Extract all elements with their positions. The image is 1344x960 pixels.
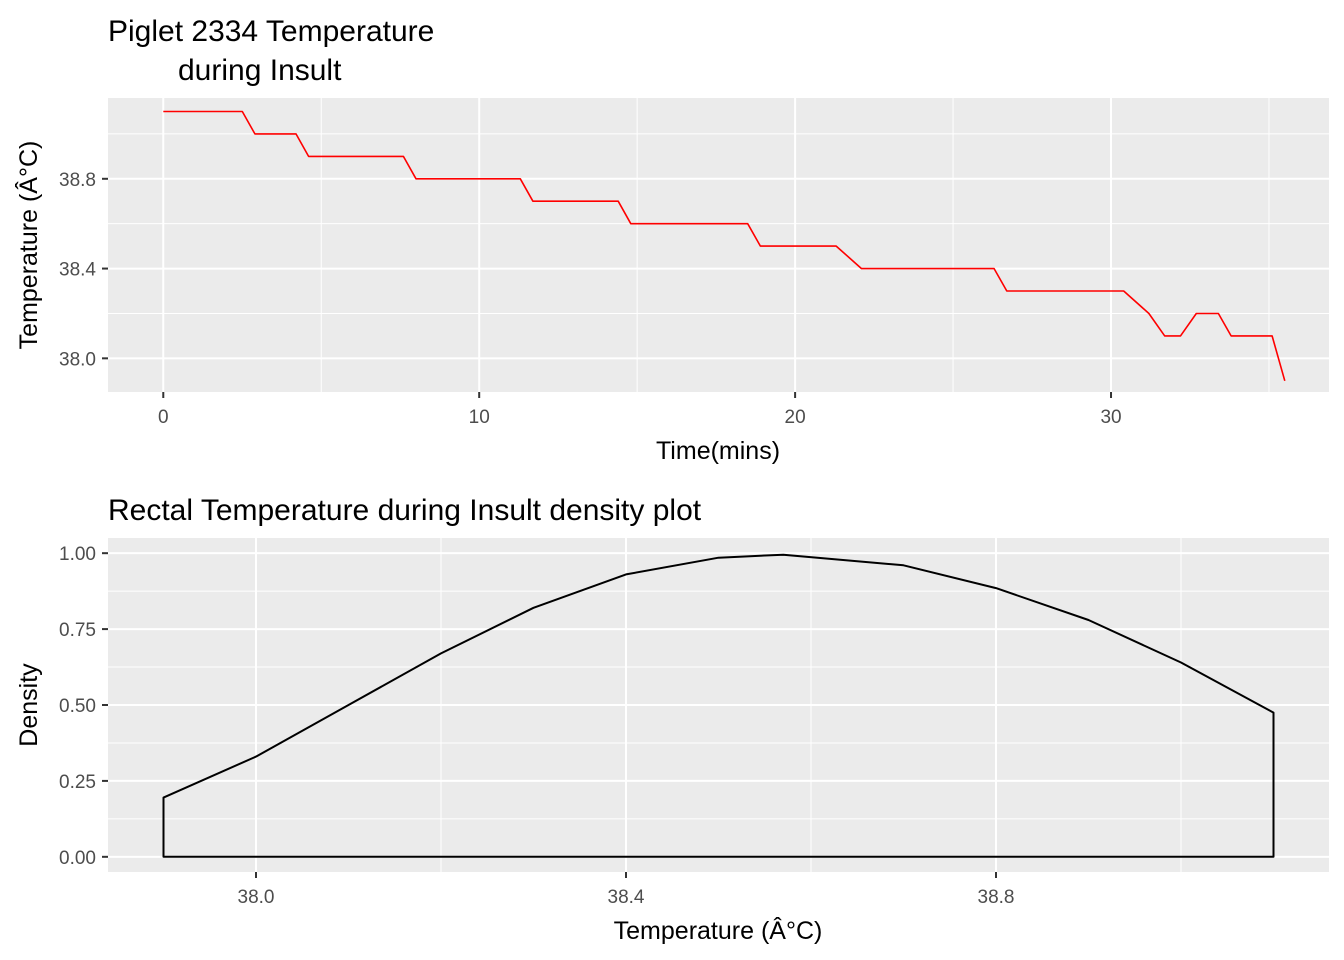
chart1-x-axis-title: Time(mins) <box>656 437 780 465</box>
chart1-title-line2: during Insult <box>178 54 342 87</box>
y-tick-label: 0.50 <box>59 696 96 717</box>
x-tick-label: 0 <box>158 407 169 428</box>
y-tick-label: 0.25 <box>59 772 96 793</box>
chart1-ticks: 0 10 20 30 38.0 38.4 38.8 <box>59 170 1122 428</box>
density-curve <box>162 553 1275 858</box>
y-tick-label: 0.00 <box>59 848 96 869</box>
temperature-line <box>163 110 1286 382</box>
chart1-title-line1: Piglet 2334 Temperature <box>108 15 434 48</box>
y-tick-label: 1.00 <box>59 544 96 565</box>
x-tick-label: 20 <box>785 407 806 428</box>
chart1-y-axis-title: Temperature (Â°C) <box>14 141 43 350</box>
y-tick-label: 38.8 <box>59 170 96 191</box>
x-tick-label: 38.0 <box>238 887 275 908</box>
x-tick-label: 38.8 <box>978 887 1015 908</box>
chart2-x-axis-title: Temperature (Â°C) <box>614 916 823 945</box>
chart1-series <box>163 110 1286 382</box>
chart2-ticks: 38.0 38.4 38.8 0.00 0.25 0.50 0.75 1.00 <box>59 544 1014 908</box>
density-chart: Rectal Temperature during Insult density… <box>15 494 1329 945</box>
chart1-panel <box>108 98 1329 392</box>
chart2-y-axis-title: Density <box>15 663 43 747</box>
chart2-series <box>162 553 1275 858</box>
y-tick-label: 38.0 <box>59 349 96 370</box>
x-tick-label: 38.4 <box>608 887 645 908</box>
x-tick-label: 30 <box>1100 407 1121 428</box>
y-tick-label: 38.4 <box>59 260 96 281</box>
x-tick-label: 10 <box>469 407 490 428</box>
chart2-title: Rectal Temperature during Insult density… <box>108 494 702 527</box>
temperature-time-chart: Piglet 2334 Temperature during Insult 0 1… <box>14 15 1329 465</box>
y-tick-label: 0.75 <box>59 620 96 641</box>
